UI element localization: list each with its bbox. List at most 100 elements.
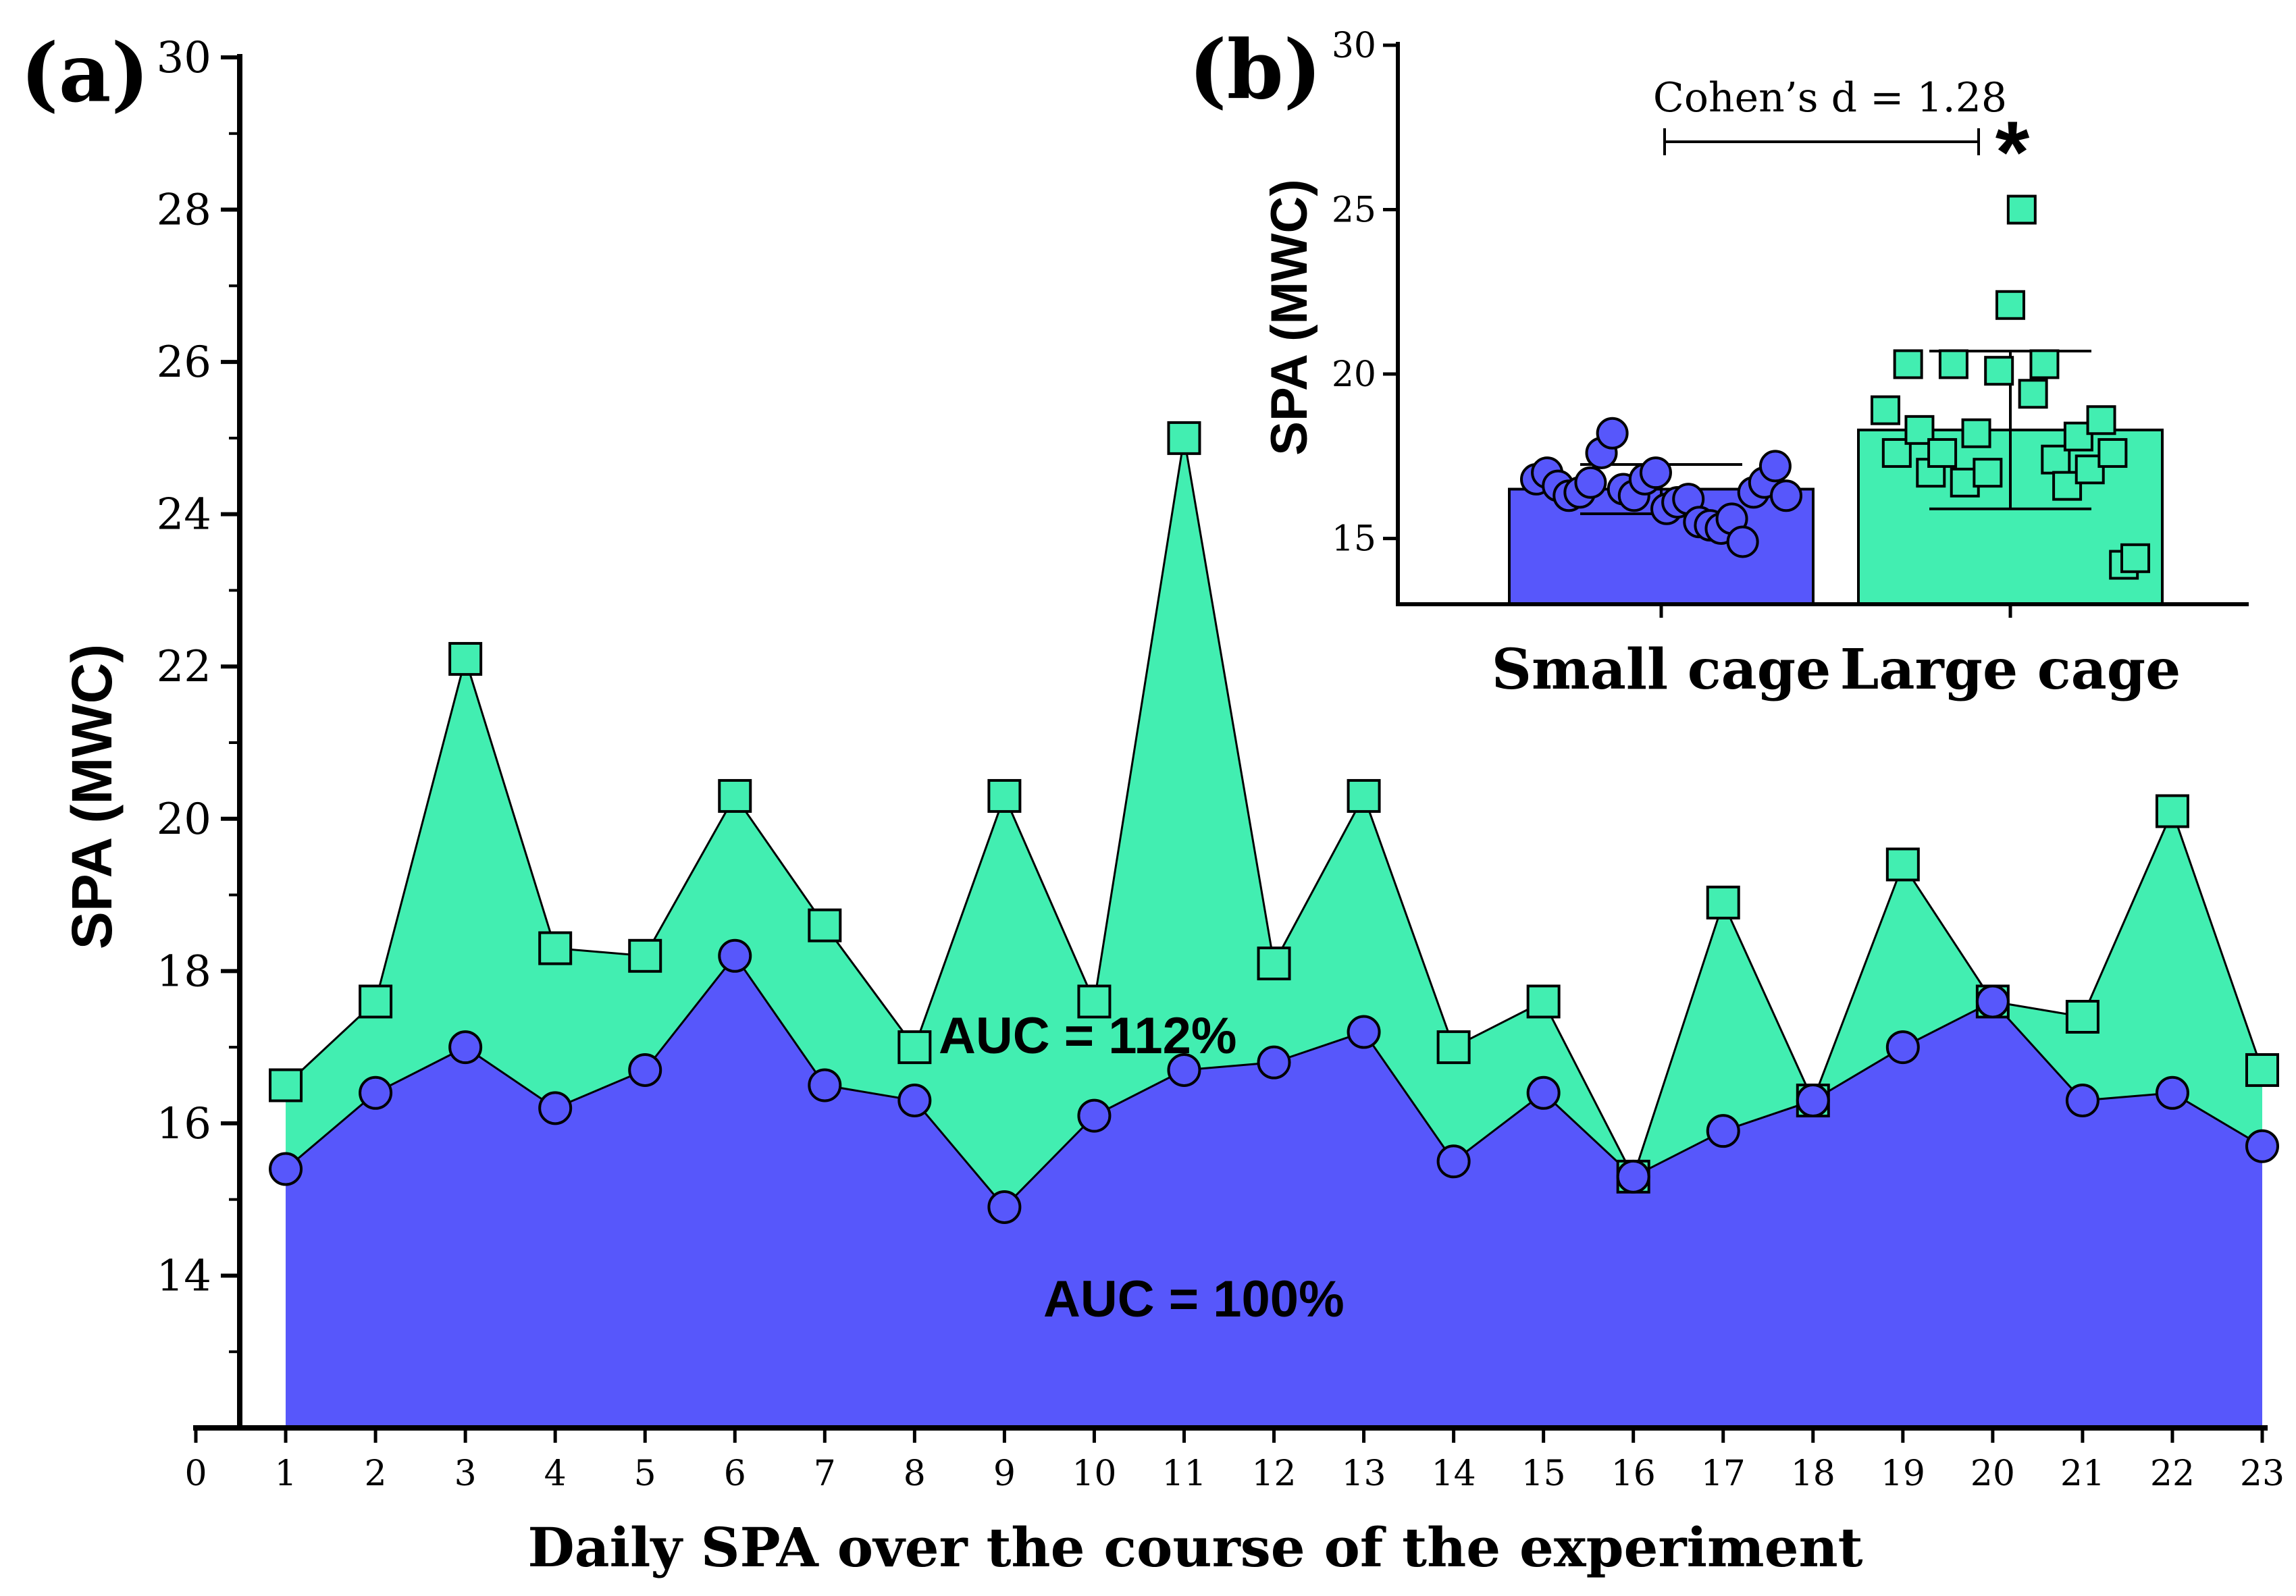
large-cage-point <box>1077 984 1112 1019</box>
large-cage-point <box>628 938 662 973</box>
small-cage-dot <box>1574 466 1607 499</box>
small-cage-point <box>1885 1030 1920 1065</box>
large-cage-dot <box>1995 290 2025 320</box>
small-cage-point <box>987 1190 1022 1224</box>
auc-small-label: AUC = 100% <box>1043 1271 1345 1328</box>
small-cage-point <box>1975 984 2010 1019</box>
small-cage-point <box>269 1152 303 1186</box>
panel-a-x-tick-label: 6 <box>724 1454 746 1494</box>
panel-a-x-tick-label: 17 <box>1701 1454 1746 1494</box>
large-cage-point <box>718 778 752 813</box>
panel-a-x-tick-label: 21 <box>2060 1454 2105 1494</box>
panel-a-x-tick-label: 20 <box>1971 1454 2015 1494</box>
panel-a-x-tick-label: 12 <box>1251 1454 1296 1494</box>
small-cage-point <box>1347 1015 1381 1049</box>
small-cage-point <box>1526 1075 1561 1110</box>
large-cage-point <box>1347 778 1381 813</box>
small-cage-point <box>1167 1053 1201 1087</box>
large-cage-dot <box>2097 437 2128 468</box>
panel-a-y-tick-label: 16 <box>157 1099 211 1149</box>
large-cage-point <box>448 641 483 676</box>
small-cage-dot <box>1758 450 1792 483</box>
large-cage-point <box>2245 1053 2279 1087</box>
panel-b-label: (b) <box>1189 22 1322 117</box>
large-cage-dot <box>2086 405 2116 435</box>
large-cage-point <box>1257 947 1291 981</box>
panel-a-label: (a) <box>20 26 149 121</box>
panel-a-y-tick-label: 14 <box>157 1251 211 1301</box>
small-cage-dot <box>1639 456 1672 489</box>
large-cage-point <box>808 908 842 942</box>
panel-a-x-tick-label: 10 <box>1072 1454 1116 1494</box>
large-cage-dot <box>1984 356 2014 386</box>
small-cage-point <box>538 1091 573 1125</box>
large-cage-point <box>538 931 573 965</box>
small-cage-dot <box>1770 479 1802 512</box>
small-cage-dot <box>1596 417 1629 450</box>
small-cage-point <box>1257 1045 1291 1080</box>
panel-a-y-tick-label: 18 <box>157 947 211 996</box>
panel-a-x-tick-label: 0 <box>184 1454 207 1494</box>
panel-a-x-tick-label: 22 <box>2150 1454 2195 1494</box>
small-cage-point <box>448 1030 483 1065</box>
auc-large-label: AUC = 112% <box>939 1007 1236 1065</box>
panel-a-y-axis-label: SPA (MWC) <box>60 644 124 950</box>
panel-b-y-tick-label: 25 <box>1332 190 1376 231</box>
panel-a-y-tick-label: 26 <box>157 338 211 388</box>
panel-a-x-tick-label: 4 <box>544 1454 567 1494</box>
panel-a-x-axis-label: Daily SPA over the course of the experim… <box>527 1516 1862 1579</box>
large-cage-dot <box>2018 379 2048 409</box>
category-label: Small cage <box>1492 637 1831 702</box>
panel-a-x-tick-label: 9 <box>993 1454 1016 1494</box>
panel-a-x-tick-label: 13 <box>1341 1454 1386 1494</box>
panel-a-x-tick-label: 5 <box>634 1454 656 1494</box>
large-cage-point <box>2155 794 2189 828</box>
panel-a-y-tick-label: 22 <box>157 642 211 692</box>
panel-a-x-tick-label: 19 <box>1881 1454 1925 1494</box>
effect-size-label: Cohen’s d = 1.28 <box>1653 74 2007 122</box>
large-cage-dot <box>1938 349 1968 379</box>
panel-a-x-tick-label: 11 <box>1162 1454 1206 1494</box>
large-cage-point <box>1167 421 1201 455</box>
panel-a-x-tick-label: 1 <box>274 1454 296 1494</box>
small-cage-point <box>1706 1114 1740 1148</box>
panel-b-y-tick-label: 20 <box>1332 354 1376 395</box>
panel-a-x-tick-label: 16 <box>1611 1454 1656 1494</box>
large-cage-dot <box>1871 395 1900 425</box>
significance-star: * <box>1995 103 2030 201</box>
panel-a-y-tick-label: 30 <box>157 33 211 83</box>
small-cage-point <box>1436 1144 1471 1179</box>
panel-a-y-tick-label: 24 <box>157 490 211 540</box>
small-cage-point <box>1796 1084 1830 1118</box>
panel-b-y-tick-label: 15 <box>1332 519 1376 560</box>
panel-a-x-tick-label: 23 <box>2240 1454 2285 1494</box>
panel-a-x-tick-label: 2 <box>365 1454 387 1494</box>
small-cage-point <box>1077 1098 1112 1133</box>
panel-a-y-tick-label: 20 <box>157 795 211 845</box>
panel-a-x-tick-label: 7 <box>814 1454 836 1494</box>
panel-a-x-tick-label: 3 <box>454 1454 477 1494</box>
large-cage-dot <box>1893 349 1923 379</box>
large-cage-point <box>1436 1030 1471 1065</box>
small-cage-point <box>2155 1075 2189 1110</box>
large-cage-dot <box>1973 458 2003 488</box>
small-cage-point <box>718 938 752 973</box>
panel-b: Small cage Large cage 15 20 25 30 (b) SPA (M… <box>1189 22 2249 702</box>
large-cage-dot <box>2029 349 2060 379</box>
panel-a-x-tick-label: 14 <box>1432 1454 1476 1494</box>
small-cage-point <box>1616 1159 1650 1194</box>
large-cage-dot <box>2120 543 2150 573</box>
large-cage-point <box>2065 1000 2099 1034</box>
large-cage-point <box>1885 847 1920 882</box>
small-cage-point <box>897 1084 932 1118</box>
large-cage-dot <box>1927 437 1958 468</box>
small-cage-point <box>808 1068 842 1102</box>
small-cage-point <box>628 1053 662 1087</box>
large-cage-dot <box>1961 418 1991 448</box>
panel-a-x-tick-label: 15 <box>1521 1454 1566 1494</box>
large-cage-dot <box>2006 194 2037 225</box>
panel-b-y-tick-label: 30 <box>1332 26 1376 66</box>
large-cage-point <box>987 778 1022 813</box>
small-cage-point <box>359 1075 393 1110</box>
